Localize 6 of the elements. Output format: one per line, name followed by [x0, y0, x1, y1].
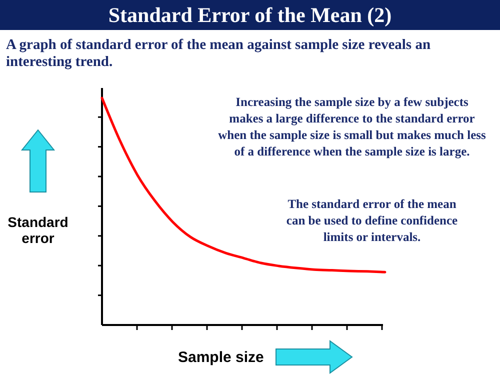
annotation: Increasing the sample size by a few subjects makes a large difference to the standard error when the sample size is small but makes much less of a difference when the sample size is large.	[218, 95, 486, 158]
chart-title: Standard Error of the Mean (2)	[108, 3, 392, 27]
annotation: The standard error of the mean can be used to define confidence limits or intervals.	[286, 197, 458, 244]
x-axis-title: Sample size	[178, 349, 264, 366]
chart-subtitle: A graph of standard error of the mean against sample size reveals an interesting trend.	[6, 37, 431, 70]
y-axis-title: Standard error	[8, 214, 68, 246]
